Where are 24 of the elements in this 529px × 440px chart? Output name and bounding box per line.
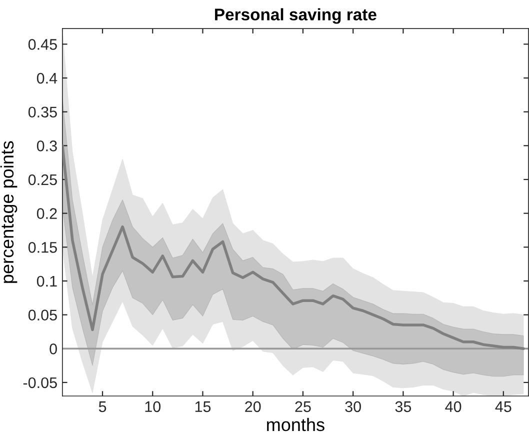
y-tick-label: 0 — [50, 344, 57, 354]
x-axis-title: months — [267, 418, 324, 432]
x-tick-label: 15 — [195, 401, 211, 412]
y-tick-label: 0.15 — [28, 242, 57, 253]
y-tick-label: 0.25 — [28, 174, 57, 186]
y-tick-label: 0.3 — [36, 140, 57, 152]
y-axis-title: percentage points — [0, 141, 18, 283]
x-tick-label: 10 — [145, 401, 161, 412]
x-tick-label: 20 — [245, 401, 261, 412]
y-tick-label: 0.35 — [28, 106, 57, 118]
chart-title: Personal saving rate — [215, 8, 376, 24]
x-tick-label: 5 — [98, 401, 106, 412]
y-tick-label: 0.45 — [28, 39, 57, 50]
y-tick-label: -0.05 — [23, 377, 57, 388]
x-tick-label: 35 — [395, 401, 412, 412]
line-series — [62, 144, 525, 350]
x-tick-label: 40 — [445, 401, 462, 412]
y-tick-label: 0.4 — [36, 72, 58, 84]
y-tick-label: 0.05 — [28, 310, 57, 320]
x-tick-label: 30 — [345, 401, 361, 412]
y-tick-label: 0.2 — [36, 208, 57, 219]
y-tick-label: 0.1 — [36, 276, 57, 287]
x-tick-label: 45 — [495, 401, 512, 412]
x-tick-label: 25 — [295, 401, 311, 412]
